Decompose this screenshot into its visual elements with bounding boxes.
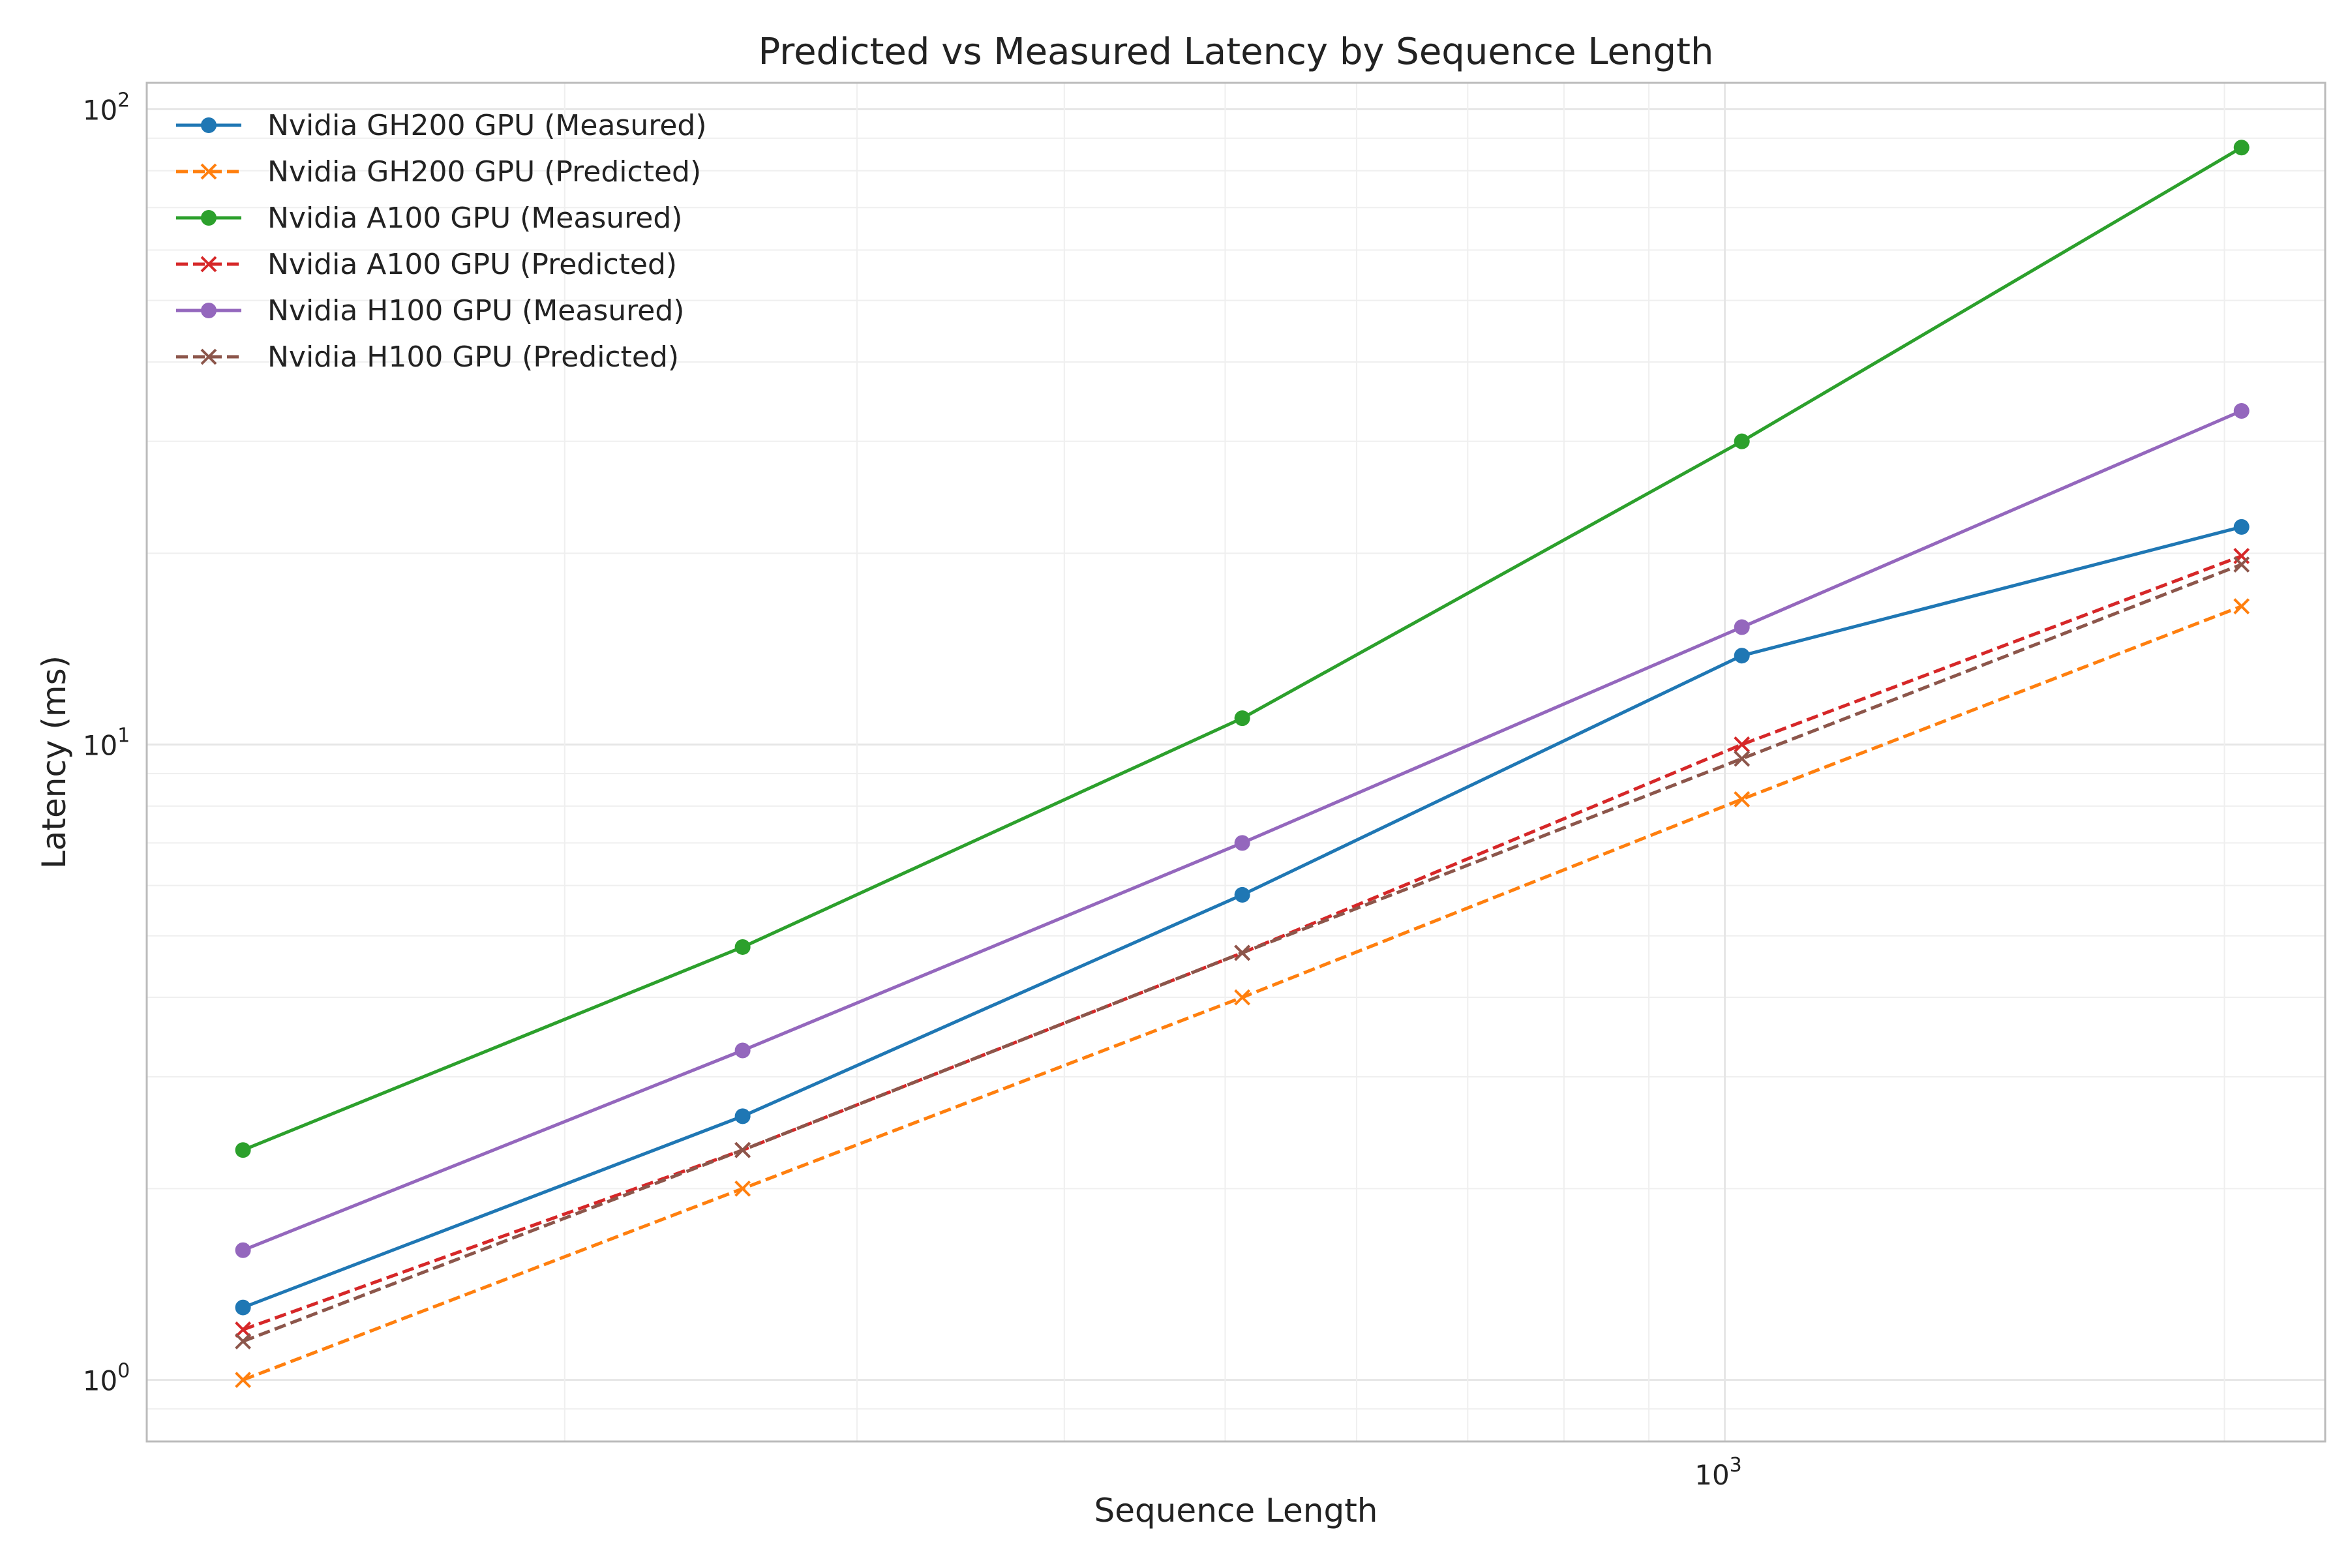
- legend-label: Nvidia H100 GPU (Predicted): [267, 340, 679, 374]
- series-5: [235, 402, 2250, 1258]
- legend-item: Nvidia H100 GPU (Measured): [176, 294, 684, 327]
- data-point: [235, 1299, 251, 1316]
- data-point: [1234, 944, 1251, 961]
- legend-label: Nvidia GH200 GPU (Measured): [267, 109, 707, 142]
- chart-title: Predicted vs Measured Latency by Sequenc…: [759, 31, 1714, 73]
- plot-frame: [145, 82, 2326, 1443]
- legend-marker: [201, 303, 217, 318]
- series-2: [235, 598, 2250, 1389]
- legend-item: Nvidia A100 GPU (Measured): [176, 202, 682, 235]
- data-point: [2233, 140, 2250, 156]
- data-point: [734, 1042, 751, 1059]
- legend-label: Nvidia GH200 GPU (Predicted): [267, 155, 701, 188]
- legend: Nvidia GH200 GPU (Measured) Nvidia GH200 …: [176, 109, 707, 374]
- data-point: [1234, 886, 1250, 903]
- series-3: [235, 140, 2250, 1158]
- x-axis-label: Sequence Length: [1094, 1492, 1378, 1530]
- legend-marker: [201, 117, 217, 133]
- data-point: [1734, 433, 1750, 449]
- data-point: [2233, 402, 2250, 419]
- data-point: [1234, 989, 1251, 1006]
- legend-item: Nvidia A100 GPU (Predicted): [176, 248, 677, 281]
- data-point: [1734, 791, 1751, 807]
- data-point: [2233, 519, 2250, 535]
- data-point: [235, 1321, 251, 1338]
- legend-label: Nvidia H100 GPU (Measured): [267, 294, 684, 327]
- data-point: [1734, 750, 1751, 767]
- data-point: [2233, 598, 2250, 615]
- tick-labels: 100 101 102 103: [83, 89, 1742, 1491]
- data-point: [235, 1333, 251, 1349]
- legend-marker: [200, 163, 217, 180]
- data-point: [734, 1108, 751, 1124]
- data-point: [235, 1242, 251, 1258]
- data-point: [1734, 736, 1751, 753]
- series-line: [242, 554, 2242, 1331]
- x-tick-label: 103: [1694, 1454, 1742, 1491]
- y-axis-label: Latency (ms): [35, 656, 73, 869]
- legend-marker: [200, 256, 217, 273]
- y-tick-label: 101: [83, 724, 130, 761]
- data-point: [1734, 648, 1750, 664]
- data-point: [734, 1141, 751, 1158]
- legend-item: Nvidia GH200 GPU (Measured): [176, 109, 707, 142]
- series-layer: [235, 140, 2250, 1389]
- data-point: [235, 1142, 251, 1158]
- grid: [147, 83, 2325, 1442]
- legend-label: Nvidia A100 GPU (Measured): [267, 202, 682, 235]
- data-point: [2233, 556, 2250, 573]
- legend-label: Nvidia A100 GPU (Predicted): [267, 248, 677, 281]
- series-1: [235, 519, 2250, 1316]
- series-6: [235, 556, 2250, 1349]
- y-tick-label: 102: [83, 89, 130, 126]
- data-point: [1734, 619, 1750, 635]
- y-tick-label: 100: [83, 1360, 130, 1397]
- data-point: [1234, 710, 1250, 727]
- legend-marker: [201, 210, 217, 226]
- legend-item: Nvidia H100 GPU (Predicted): [176, 340, 679, 374]
- data-point: [734, 1180, 751, 1197]
- legend-item: Nvidia GH200 GPU (Predicted): [176, 155, 701, 188]
- data-point: [1234, 835, 1250, 851]
- legend-marker: [200, 348, 217, 365]
- data-point: [235, 1372, 251, 1389]
- data-point: [734, 939, 751, 955]
